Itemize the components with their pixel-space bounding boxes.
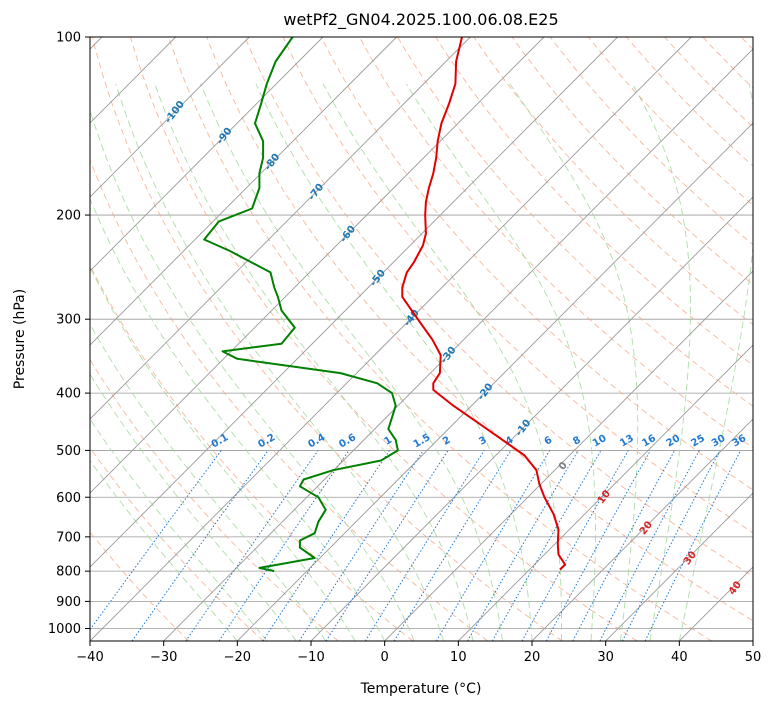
mixing-ratio-line bbox=[572, 450, 676, 641]
y-tick-label: 400 bbox=[56, 387, 81, 402]
dry-adiabat bbox=[320, 37, 753, 491]
mixing-ratio-line bbox=[90, 450, 222, 631]
dewpoint-profile bbox=[203, 37, 399, 573]
x-tick-label: −30 bbox=[150, 650, 177, 665]
mixing-ratio-label: 3 bbox=[477, 435, 489, 448]
x-tick-label: −20 bbox=[224, 650, 251, 665]
isotherm bbox=[310, 196, 753, 641]
mixing-ratio-label: 4 bbox=[504, 435, 516, 448]
y-tick-label: 900 bbox=[56, 595, 81, 610]
dry-adiabat bbox=[90, 446, 264, 641]
mixing-ratio-line bbox=[364, 450, 485, 641]
y-tick-label: 1000 bbox=[48, 622, 81, 637]
temperature-profile bbox=[401, 37, 567, 571]
dry-adiabat bbox=[397, 37, 753, 407]
mixing-ratio-label: 1 bbox=[383, 435, 395, 448]
isotherm bbox=[237, 122, 753, 641]
isotherm bbox=[384, 270, 753, 641]
isotherm bbox=[90, 37, 545, 494]
x-tick-label: 10 bbox=[450, 650, 467, 665]
background-lines bbox=[90, 37, 753, 641]
y-tick-label: 600 bbox=[56, 491, 81, 506]
dry-adiabat bbox=[168, 37, 712, 641]
mixing-ratio-line bbox=[325, 450, 449, 641]
dry-adiabat bbox=[282, 37, 753, 534]
dry-adiabat bbox=[90, 264, 414, 641]
mixing-ratio-line bbox=[621, 450, 721, 641]
mixing-ratio-label: 2 bbox=[441, 435, 453, 448]
x-tick-label: −10 bbox=[297, 650, 324, 665]
mixing-ratio-line bbox=[185, 450, 319, 641]
moist-adiabat bbox=[509, 83, 639, 641]
y-tick-label: 200 bbox=[56, 209, 81, 224]
plot-frame bbox=[89, 36, 754, 642]
mixing-ratio-line bbox=[393, 450, 512, 641]
mixing-ratio-label: 8 bbox=[571, 435, 583, 448]
moist-adiabat bbox=[90, 323, 327, 641]
mixing-ratio-line bbox=[599, 450, 700, 641]
dry-adiabat bbox=[244, 37, 753, 577]
y-tick-label: 300 bbox=[56, 313, 81, 328]
moist-adiabat bbox=[115, 83, 445, 641]
y-axis-label: Pressure (hPa) bbox=[12, 289, 28, 389]
isotherm bbox=[163, 48, 753, 641]
isotherm bbox=[531, 418, 753, 641]
dry-adiabat bbox=[511, 37, 753, 285]
isotherm bbox=[90, 37, 692, 641]
isotherm bbox=[90, 37, 397, 346]
mixing-ratio-line bbox=[521, 450, 629, 641]
x-tick-label: 50 bbox=[745, 650, 762, 665]
y-tick-label: 100 bbox=[56, 31, 81, 46]
mixing-ratio-line bbox=[218, 450, 350, 641]
mixing-ratio-line bbox=[545, 450, 651, 641]
isotherm bbox=[90, 37, 324, 272]
sounding-profiles bbox=[203, 37, 567, 573]
x-tick-label: −40 bbox=[76, 650, 103, 665]
mixing-ratio-line bbox=[131, 450, 269, 641]
isotherm bbox=[90, 37, 471, 420]
moist-adiabat bbox=[200, 83, 503, 641]
mixing-ratio-line bbox=[644, 450, 742, 641]
y-axis-ticks: 1000 900 800 700 600 500 400 300 200 100 bbox=[48, 31, 90, 637]
dry-adiabat bbox=[473, 37, 753, 326]
isotherm bbox=[605, 492, 753, 641]
moist-adiabat bbox=[90, 266, 356, 641]
mixing-ratio-label: 6 bbox=[543, 435, 555, 448]
mixing-ratio-line bbox=[435, 450, 551, 641]
dry-adiabat bbox=[91, 37, 563, 641]
isotherm bbox=[90, 37, 250, 198]
moist-adiabat bbox=[631, 83, 691, 641]
moist-adiabat bbox=[322, 83, 562, 641]
dry-adiabat bbox=[626, 37, 753, 167]
y-tick-label: 500 bbox=[56, 444, 81, 459]
moist-adiabat bbox=[90, 108, 415, 641]
x-axis-ticks: −40 −30 −20 −10 0 10 20 30 40 50 bbox=[76, 641, 761, 665]
x-tick-label: 40 bbox=[671, 650, 688, 665]
isotherm bbox=[90, 37, 618, 568]
dry-adiabat bbox=[435, 37, 753, 366]
moist-adiabat bbox=[255, 83, 533, 641]
x-axis-label: Temperature (°C) bbox=[360, 681, 482, 697]
chart-title: wetPf2_GN04.2025.100.06.08.E25 bbox=[283, 10, 558, 30]
dry-adiabat bbox=[587, 37, 753, 206]
y-tick-label: 800 bbox=[56, 565, 81, 580]
dry-adiabat bbox=[359, 37, 753, 449]
x-tick-label: 0 bbox=[381, 650, 389, 665]
x-tick-label: 30 bbox=[597, 650, 614, 665]
x-tick-label: 20 bbox=[524, 650, 541, 665]
dry-adiabat bbox=[90, 158, 488, 641]
y-tick-label: 700 bbox=[56, 530, 81, 545]
